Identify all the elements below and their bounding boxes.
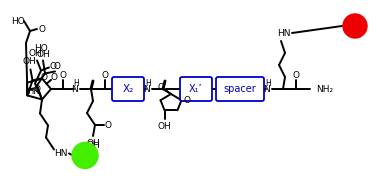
Circle shape — [343, 14, 367, 38]
Text: OH: OH — [86, 140, 100, 149]
Text: FAM: FAM — [73, 150, 97, 160]
Text: O: O — [184, 96, 191, 105]
Text: O: O — [158, 84, 164, 92]
Text: HN: HN — [277, 29, 291, 37]
Text: OH: OH — [86, 139, 100, 147]
Text: MR: MR — [346, 21, 364, 31]
Text: HO: HO — [11, 16, 25, 26]
Text: O: O — [60, 70, 66, 80]
Text: O: O — [104, 121, 112, 129]
Circle shape — [72, 143, 98, 168]
Text: OH: OH — [28, 49, 42, 58]
Text: H: H — [265, 80, 271, 88]
Text: X₂: X₂ — [123, 84, 133, 94]
Text: NH₂: NH₂ — [316, 84, 333, 94]
Text: O: O — [34, 84, 41, 94]
Text: O: O — [41, 73, 48, 82]
Text: HN: HN — [54, 149, 68, 158]
Text: N: N — [263, 84, 270, 94]
Text: OH: OH — [158, 122, 172, 131]
Text: N: N — [143, 84, 149, 94]
FancyBboxPatch shape — [216, 77, 264, 101]
Text: H: H — [73, 80, 79, 88]
Text: OH: OH — [23, 57, 36, 66]
Text: OH: OH — [36, 50, 50, 59]
Text: O: O — [54, 62, 61, 71]
Text: O: O — [293, 70, 299, 80]
Text: O: O — [101, 70, 109, 80]
Text: X₁’: X₁’ — [189, 84, 203, 94]
FancyBboxPatch shape — [180, 77, 212, 101]
Text: O: O — [49, 62, 57, 71]
Text: N: N — [70, 84, 77, 94]
Text: O: O — [51, 73, 58, 82]
Text: spacer: spacer — [224, 84, 256, 94]
Text: HN: HN — [28, 88, 40, 97]
Text: O: O — [38, 25, 46, 33]
FancyBboxPatch shape — [112, 77, 144, 101]
Text: HO: HO — [34, 44, 48, 53]
Text: H: H — [145, 80, 151, 88]
